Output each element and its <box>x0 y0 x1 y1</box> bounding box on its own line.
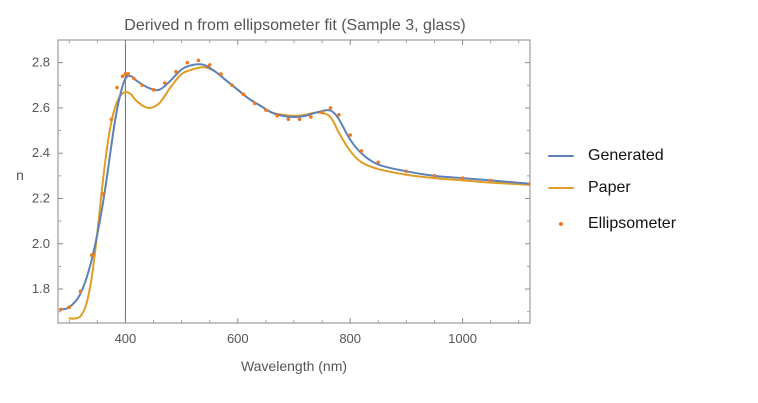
legend-item-ellipsometer: Ellipsometer <box>548 213 748 235</box>
y-tick-label: 2.4 <box>32 145 50 160</box>
data-point-ellipsometer <box>309 115 313 119</box>
x-axis-label: Wavelength (nm) <box>241 358 347 374</box>
data-point-ellipsometer <box>89 253 94 257</box>
data-point-ellipsometer <box>460 176 465 180</box>
series-group <box>59 58 530 320</box>
data-point-ellipsometer <box>140 83 145 88</box>
x-tick-label: 800 <box>339 331 361 346</box>
x-tick-label: 600 <box>227 331 249 346</box>
chart-title: Derived n from ellipsometer fit (Sample … <box>124 17 465 34</box>
y-tick-label: 2.8 <box>32 55 50 70</box>
legend-swatch-generated <box>548 155 574 157</box>
legend-swatch-ellipsometer-wrap <box>548 222 574 226</box>
legend-item-generated: Generated <box>548 145 748 167</box>
data-point-ellipsometer <box>123 72 128 76</box>
data-point-ellipsometer <box>359 149 364 153</box>
legend-label-paper: Paper <box>588 179 631 196</box>
data-point-ellipsometer <box>320 110 324 115</box>
data-point-ellipsometer <box>207 63 212 67</box>
plot-frame <box>57 39 531 324</box>
y-axis-label: n <box>16 167 24 183</box>
legend-swatch-ellipsometer <box>559 222 563 226</box>
data-point-ellipsometer <box>151 88 156 92</box>
y-tick-label: 1.8 <box>32 281 50 296</box>
data-point-ellipsometer <box>120 74 125 79</box>
data-point-ellipsometer <box>67 305 72 309</box>
data-point-ellipsometer <box>264 108 268 112</box>
legend: Generated Paper Ellipsometer <box>548 145 748 245</box>
data-point-ellipsometer <box>297 117 302 122</box>
data-point-ellipsometer <box>59 307 63 312</box>
data-point-ellipsometer <box>196 58 201 63</box>
data-point-ellipsometer <box>328 106 333 110</box>
data-point-ellipsometer <box>286 117 291 122</box>
data-point-ellipsometer <box>404 169 409 174</box>
series-points-ellipsometer <box>59 58 530 312</box>
axis-ticks: 400 600 800 1000 1.8 2.0 2.2 2.4 2.6 2.8 <box>32 40 530 346</box>
data-point-ellipsometer <box>101 192 105 196</box>
y-tick-label: 2.6 <box>32 100 50 115</box>
data-point-ellipsometer <box>115 85 119 90</box>
data-point-ellipsometer <box>275 114 279 118</box>
data-point-ellipsometer <box>219 72 223 76</box>
data-point-ellipsometer <box>185 60 190 65</box>
legend-label-ellipsometer: Ellipsometer <box>588 215 677 232</box>
data-point-ellipsometer <box>337 112 341 117</box>
y-tick-label: 2.0 <box>32 236 50 251</box>
data-point-ellipsometer <box>230 83 234 88</box>
legend-item-paper: Paper <box>548 177 748 199</box>
data-point-ellipsometer <box>528 181 530 186</box>
data-point-ellipsometer <box>132 76 136 81</box>
data-point-ellipsometer <box>348 133 352 137</box>
data-point-ellipsometer <box>252 101 257 106</box>
data-point-ellipsometer <box>376 160 381 165</box>
data-point-ellipsometer <box>162 81 167 85</box>
series-line-generated <box>59 63 530 311</box>
x-tick-label: 1000 <box>448 331 477 346</box>
data-point-ellipsometer <box>126 72 131 76</box>
legend-swatch-paper <box>548 187 574 189</box>
series-line-paper <box>68 66 530 320</box>
data-point-ellipsometer <box>78 289 83 294</box>
data-point-ellipsometer <box>174 69 178 74</box>
data-point-ellipsometer <box>241 92 246 97</box>
x-tick-label: 400 <box>115 331 137 346</box>
plot-frame-rect <box>57 39 531 324</box>
data-point-ellipsometer <box>109 117 114 122</box>
y-tick-label: 2.2 <box>32 190 50 205</box>
data-point-ellipsometer <box>432 174 437 178</box>
data-point-ellipsometer <box>488 178 493 183</box>
legend-label-generated: Generated <box>588 147 664 164</box>
